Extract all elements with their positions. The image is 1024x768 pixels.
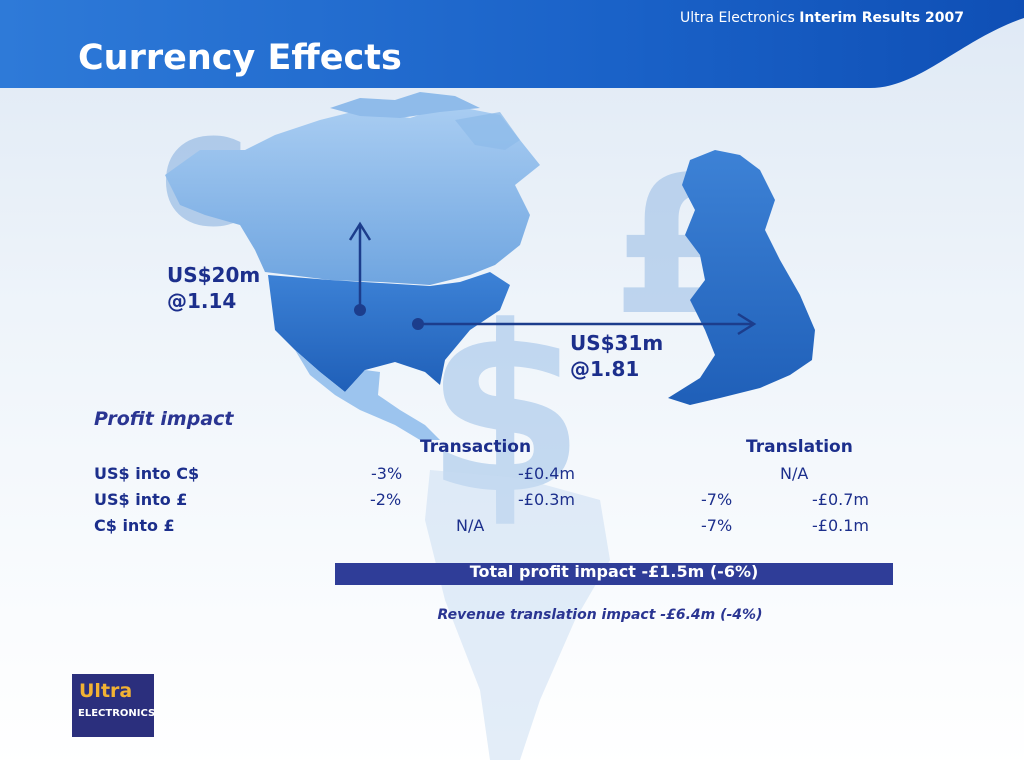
meta-report: Interim Results 2007 xyxy=(799,10,964,26)
logo-subtitle: ELECTRONICS xyxy=(78,708,156,719)
arrow-us-to-canada xyxy=(348,221,372,316)
total-profit-impact-bar: Total profit impact -£1.5m (-6%) xyxy=(335,563,893,585)
logo-wordmark: Ultra xyxy=(79,680,133,702)
profit-impact-title: Profit impact xyxy=(94,408,234,430)
flow-amount-us-uk: US$31m xyxy=(570,331,664,355)
south-america-shape xyxy=(425,470,610,760)
column-header-transaction: Transaction xyxy=(420,437,532,457)
cell-usd-cad-trans-pct: -3% xyxy=(371,464,403,483)
cell-cad-gbp-transl-val: -£0.1m xyxy=(812,516,869,535)
cell-usd-gbp-trans-val: -£0.3m xyxy=(518,490,575,509)
revenue-translation-note: Revenue translation impact -£6.4m (-4%) xyxy=(437,607,763,623)
header-meta: Ultra Electronics Interim Results 2007 xyxy=(680,10,964,26)
uk-shape xyxy=(668,150,815,405)
arctic-islands-shape xyxy=(330,92,480,118)
cell-usd-gbp-trans-pct: -2% xyxy=(370,490,402,509)
page-title: Currency Effects xyxy=(78,38,402,78)
cell-usd-cad-transl: N/A xyxy=(780,464,809,483)
header-band xyxy=(0,0,1024,88)
canada-shape xyxy=(165,105,540,285)
cell-cad-gbp-transl-pct: -7% xyxy=(701,516,733,535)
greenland-shape xyxy=(455,112,520,150)
cell-usd-gbp-transl-pct: -7% xyxy=(701,490,733,509)
flow-label-us-ca: US$20m @1.14 xyxy=(167,262,260,314)
row-label-usd-cad: US$ into C$ xyxy=(94,464,200,483)
row-label-cad-gbp: C$ into £ xyxy=(94,516,175,535)
meta-company: Ultra Electronics xyxy=(680,10,795,26)
cell-cad-gbp-trans: N/A xyxy=(456,516,485,535)
flow-rate-us-ca: @1.14 xyxy=(167,289,237,313)
usa-shape xyxy=(268,272,510,392)
flow-amount-us-ca: US$20m xyxy=(167,263,261,287)
flow-label-us-uk: US$31m @1.81 xyxy=(570,330,663,382)
cell-usd-cad-trans-val: -£0.4m xyxy=(518,464,575,483)
ultra-electronics-logo: Ultra ELECTRONICS xyxy=(72,674,156,737)
flow-rate-us-uk: @1.81 xyxy=(570,357,640,381)
row-label-usd-gbp: US$ into £ xyxy=(94,490,188,509)
mexico-shape xyxy=(295,350,440,440)
cell-usd-gbp-transl-val: -£0.7m xyxy=(812,490,869,509)
column-header-translation: Translation xyxy=(746,437,853,457)
arrow-us-to-uk xyxy=(412,312,757,336)
